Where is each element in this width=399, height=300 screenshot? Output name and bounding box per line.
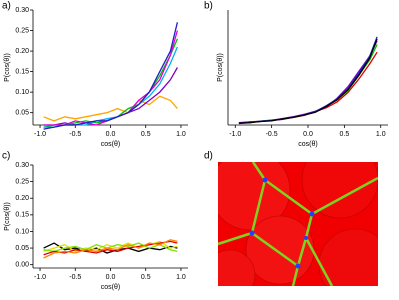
y-axis-label: P(cos(θ)) <box>4 202 11 231</box>
series-line <box>43 242 178 253</box>
panel-label: c) <box>2 151 10 162</box>
y-tick-label: 0.15 <box>15 68 29 75</box>
y-tick-label: 0.10 <box>15 228 29 235</box>
series-line <box>43 46 178 128</box>
x-tick-label: -0.5 <box>266 131 278 138</box>
x-tick-label: 0.0 <box>106 274 116 281</box>
panel-d: d) <box>204 151 378 286</box>
series-line <box>43 242 178 254</box>
panel-label: b) <box>204 1 213 12</box>
panel-label: d) <box>204 151 213 162</box>
series-line <box>43 22 179 130</box>
x-tick-label: 1.0 <box>176 274 186 281</box>
x-tick-label: -0.5 <box>69 131 81 138</box>
x-tick-label: -1.0 <box>34 131 46 138</box>
y-tick-label: 0.20 <box>15 195 29 202</box>
x-tick-label: 0.5 <box>141 131 151 138</box>
micrograph <box>218 162 378 286</box>
x-axis-label: cos(θ) <box>298 141 317 148</box>
y-tick-label: 0.25 <box>15 27 29 34</box>
series-line <box>238 38 378 124</box>
x-axis-label: cos(θ) <box>101 141 120 148</box>
y-tick-label: 0.00 <box>15 262 29 269</box>
y-axis-label: P(cos(θ)) <box>217 53 224 82</box>
series-line <box>43 95 178 122</box>
y-tick-label: 0.05 <box>15 245 29 252</box>
x-tick-label: -0.5 <box>69 274 81 281</box>
x-tick-label: 0.5 <box>141 274 151 281</box>
y-tick-label: 0.30 <box>15 162 29 169</box>
y-tick-label: 0.15 <box>15 212 29 219</box>
y-tick-label: 0.10 <box>15 89 29 96</box>
x-axis-label: cos(θ) <box>101 284 120 291</box>
x-tick-label: 1.0 <box>376 131 386 138</box>
x-tick-label: 0.0 <box>106 131 116 138</box>
series-line <box>238 36 378 125</box>
series-line <box>238 51 378 124</box>
panel-label: a) <box>2 1 11 12</box>
series-line <box>43 240 178 256</box>
x-tick-label: 1.0 <box>176 131 186 138</box>
y-tick-label: 0.25 <box>15 178 29 185</box>
y-tick-label: 0.05 <box>15 110 29 117</box>
x-tick-label: -1.0 <box>34 274 46 281</box>
x-tick-label: 0.5 <box>339 131 349 138</box>
x-tick-label: 0.0 <box>303 131 313 138</box>
y-tick-label: 0.30 <box>15 7 29 14</box>
y-axis-label: P(cos(θ)) <box>4 53 11 82</box>
series-line <box>43 239 178 259</box>
y-tick-label: 0.20 <box>15 48 29 55</box>
series-line <box>238 44 378 124</box>
x-tick-label: -1.0 <box>229 131 241 138</box>
